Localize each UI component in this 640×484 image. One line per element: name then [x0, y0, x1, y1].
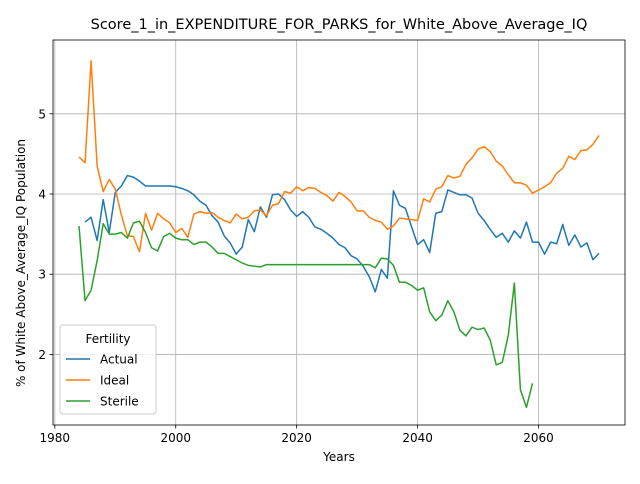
series-line-actual [84, 174, 600, 293]
legend-entries: Actual Ideal Sterile [66, 353, 139, 409]
legend-box [59, 324, 157, 415]
x-tick-label: 2060 [523, 431, 554, 445]
axis-ticks: 1980 2000 2020 2040 2060 2 3 4 5 [38, 107, 553, 445]
x-tick-label: 2000 [160, 431, 191, 445]
legend-label-ideal: Ideal [100, 374, 129, 388]
series-line-sterile [78, 220, 534, 409]
legend: Fertility Actual Ideal Sterile [59, 324, 157, 415]
y-tick-label: 2 [38, 348, 46, 362]
x-tick-label: 2020 [281, 431, 312, 445]
y-tick-label: 4 [38, 188, 46, 202]
y-axis-label: % of White Above_Average_IQ Population [14, 139, 28, 387]
legend-label-sterile: Sterile [100, 395, 139, 409]
chart-title: Score_1_in_EXPENDITURE_FOR_PARKS_for_Whi… [91, 17, 588, 33]
x-tick-label: 1980 [40, 431, 71, 445]
y-tick-label: 5 [38, 107, 46, 121]
x-axis-label: Years [322, 450, 355, 464]
legend-title: Fertility [85, 332, 130, 346]
y-tick-label: 3 [38, 268, 46, 282]
series-layer [78, 60, 600, 409]
x-tick-label: 2040 [402, 431, 433, 445]
plot-frame [52, 39, 626, 426]
series-line-ideal [78, 60, 600, 253]
legend-label-actual: Actual [100, 353, 138, 367]
